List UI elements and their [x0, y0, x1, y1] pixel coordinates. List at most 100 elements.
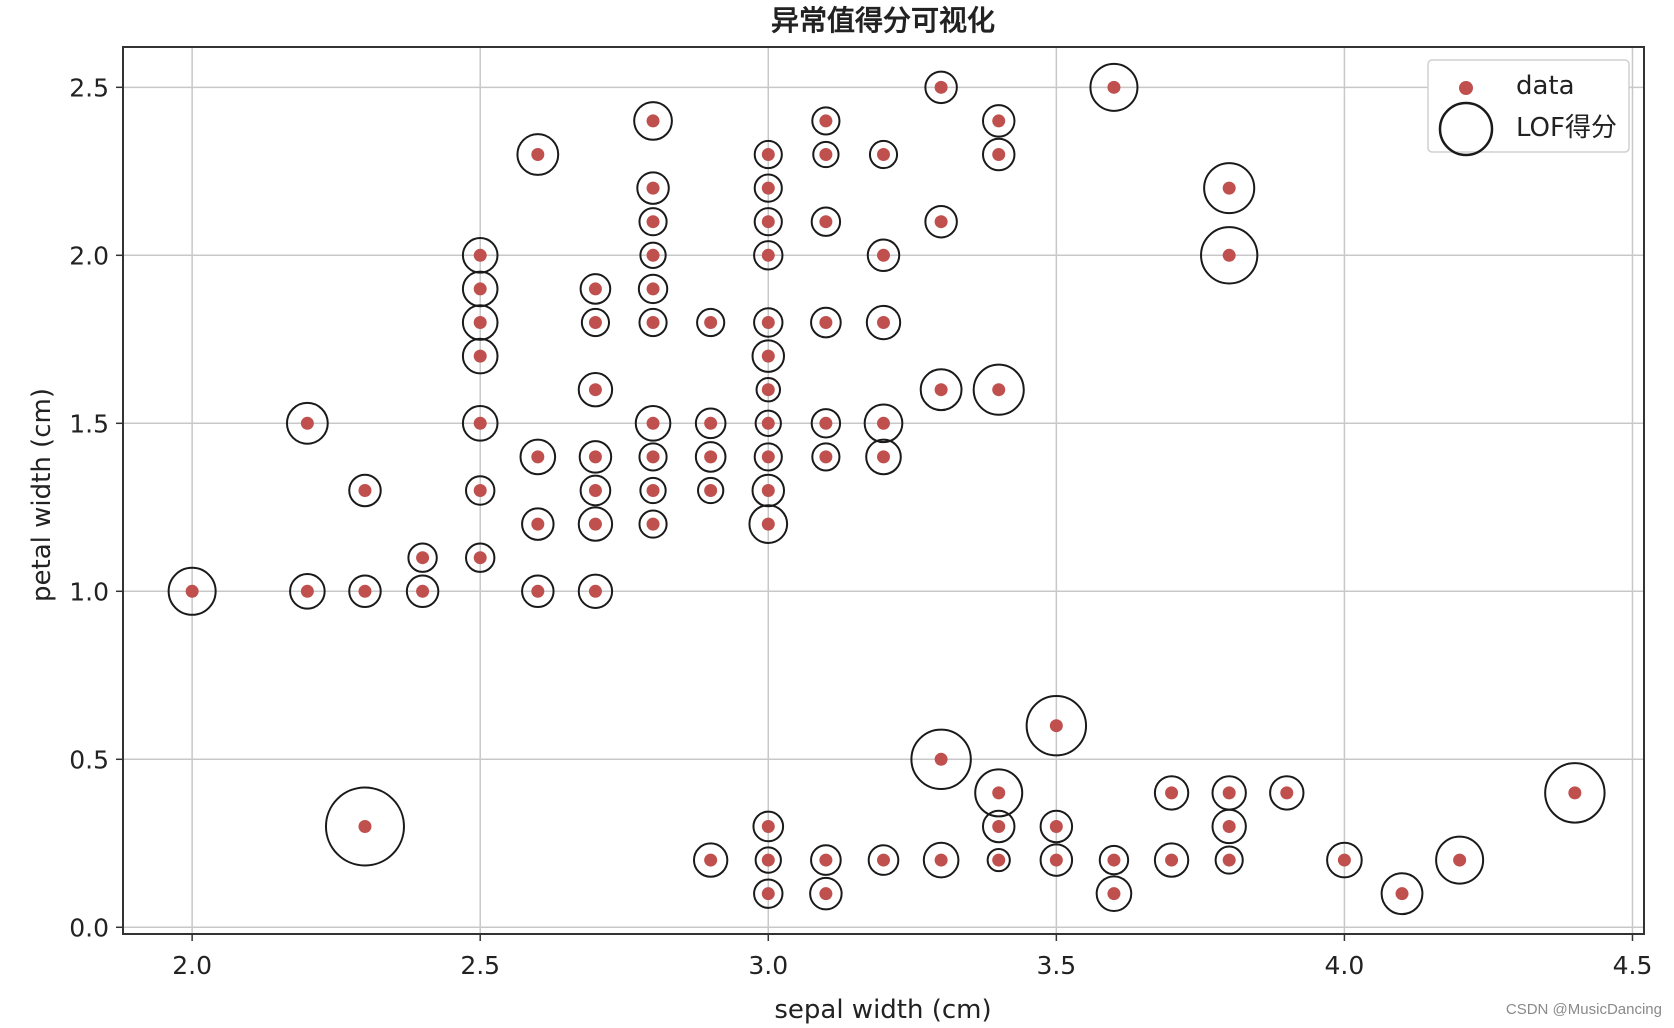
data-point [473, 282, 487, 296]
data-point [531, 450, 545, 464]
lof-score-circle [577, 372, 614, 408]
lof-score-circle [461, 237, 499, 274]
data-point [819, 853, 833, 867]
lof-score-circle [752, 810, 785, 843]
data-point [1222, 819, 1236, 833]
lof-score-circle [1211, 808, 1247, 845]
data-point [1568, 786, 1582, 800]
lof-score-circle [633, 101, 673, 141]
lof-score-circle [753, 442, 783, 472]
data-point [761, 416, 775, 430]
data-point [646, 450, 660, 464]
data-point [1280, 786, 1294, 800]
lof-score-circle [348, 473, 382, 508]
lof-score-circle [753, 878, 784, 909]
lof-score-circle [972, 363, 1025, 416]
data-point [934, 853, 948, 867]
data-point [877, 248, 890, 262]
data-point [416, 584, 430, 598]
data-point [473, 316, 487, 330]
data-point [646, 215, 660, 229]
plot-frame [122, 46, 1645, 935]
data-point [1222, 786, 1236, 800]
lof-score-circle [753, 139, 783, 170]
lof-score-circle [519, 438, 557, 476]
data-point [416, 551, 430, 565]
data-point [358, 819, 372, 833]
chart-title: 异常值得分可视化 [771, 4, 995, 37]
data-point [646, 248, 660, 262]
lof-score-circle [324, 786, 405, 867]
lof-score-circle [748, 504, 789, 544]
x-tick-label: 3.0 [748, 951, 788, 980]
lof-score-circle [461, 304, 499, 341]
data-point [588, 316, 602, 330]
lof-score-circle [348, 574, 382, 609]
lof-score-circle [753, 207, 783, 237]
data-point [761, 349, 775, 363]
lof-score-circle [910, 728, 972, 790]
data-point [588, 383, 602, 397]
data-point [761, 248, 775, 262]
data-point [819, 887, 833, 901]
legend-lof-marker [1438, 101, 1494, 157]
data-point [761, 450, 775, 464]
lof-score-circle [1214, 845, 1244, 875]
lof-score-circle [811, 442, 841, 472]
lof-score-circle [465, 542, 496, 573]
legend: data LOF得分 [1427, 59, 1630, 157]
data-point [704, 416, 718, 430]
data-point [877, 450, 890, 464]
x-tick-label: 2.0 [172, 951, 212, 980]
data-point [531, 517, 545, 531]
data-point [992, 853, 1006, 867]
lof-score-circle [579, 474, 612, 507]
lof-score-circle [516, 133, 560, 176]
lof-score-circle [694, 407, 727, 440]
legend-label-data: data [1516, 71, 1575, 101]
data-point [704, 316, 718, 330]
lof-score-circle [865, 304, 902, 341]
data-point [1165, 786, 1179, 800]
lof-score-circle [1200, 226, 1259, 285]
lof-score-circle [1095, 875, 1133, 912]
data-point [992, 786, 1006, 800]
lof-score-circle [461, 270, 499, 308]
data-point [646, 181, 660, 195]
data-point [877, 853, 890, 867]
data-point [934, 383, 948, 397]
data-point [819, 416, 833, 430]
lof-score-circle [754, 846, 782, 874]
y-axis-label: petal width (cm) [27, 388, 57, 602]
lof-score-circle [638, 307, 668, 338]
lof-score-circle [1153, 775, 1190, 811]
data-point [761, 316, 775, 330]
lof-score-circle [981, 104, 1016, 138]
data-point [531, 148, 545, 162]
data-point [704, 853, 718, 867]
legend-data-marker [1459, 81, 1473, 95]
lof-score-circle [1039, 809, 1074, 844]
lof-score-circle [697, 476, 725, 505]
lof-score-circle [753, 240, 784, 271]
lof-score-circle [636, 171, 670, 205]
x-tick-label: 4.5 [1613, 951, 1653, 980]
data-point [588, 450, 602, 464]
lof-score-circle [465, 475, 496, 506]
data-point [761, 853, 775, 867]
lof-score-circle [754, 409, 782, 437]
data-point [761, 215, 775, 229]
data-point [704, 484, 718, 497]
lof-score-circle [922, 841, 960, 879]
lof-score-circle [981, 137, 1016, 172]
data-point [531, 584, 545, 598]
lof-score-circle [924, 70, 958, 105]
data-point [992, 819, 1006, 833]
lof-score-circle [1380, 872, 1424, 916]
lof-score-circle [1153, 842, 1190, 878]
grid-lines [123, 47, 1644, 934]
data-point [934, 752, 948, 766]
data-point [1222, 248, 1236, 262]
data-point [300, 416, 314, 430]
lof-score-circle [863, 403, 904, 444]
